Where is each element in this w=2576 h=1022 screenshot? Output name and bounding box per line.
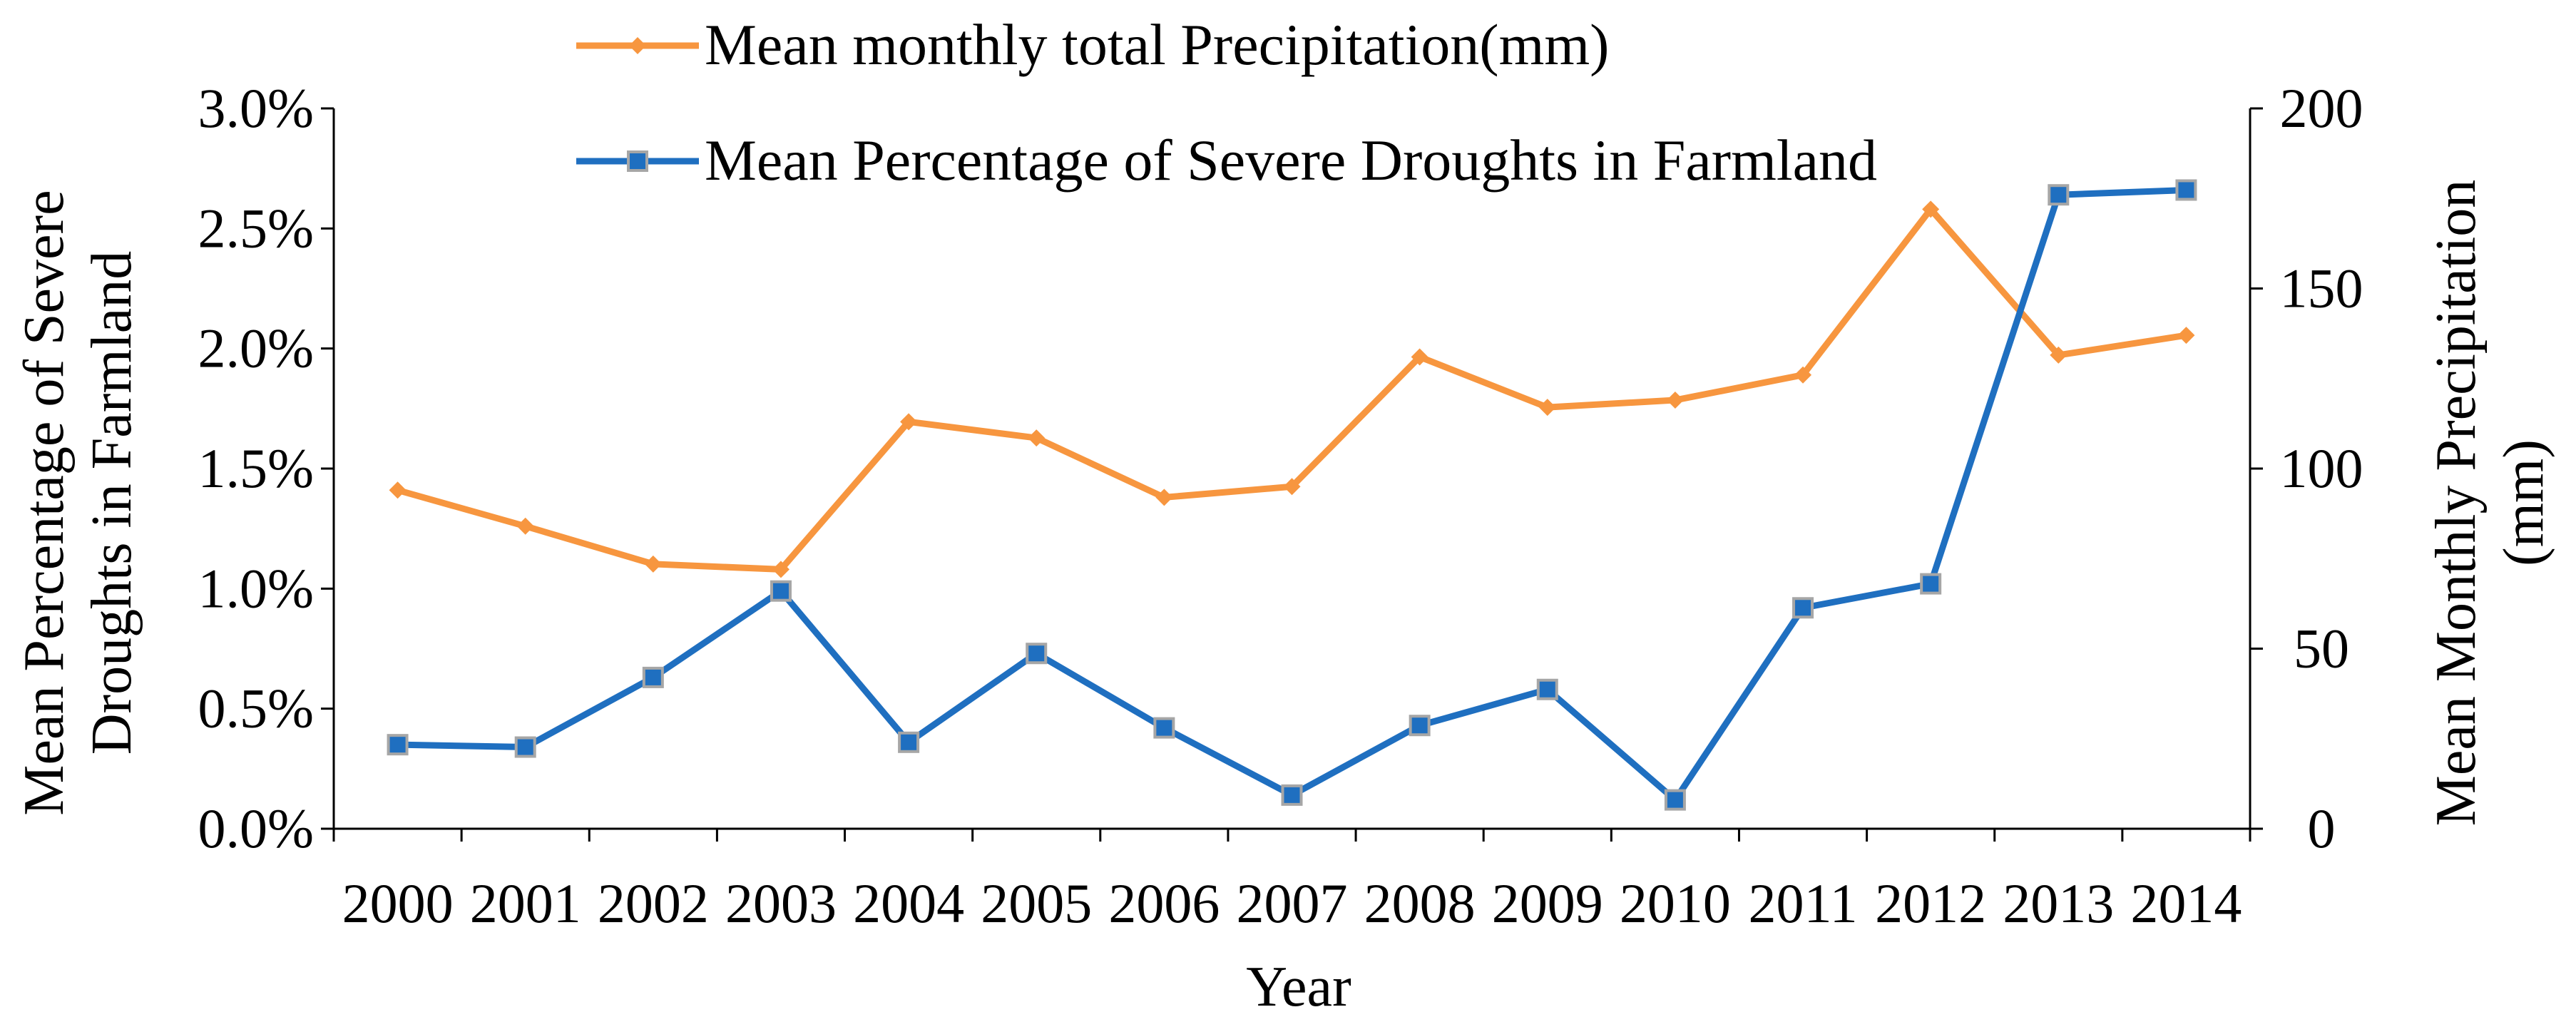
data-point	[1028, 429, 1046, 447]
right-tick-label: 100	[2280, 437, 2363, 499]
x-tick-label: 2008	[1364, 872, 1476, 934]
x-tick-label: 2002	[598, 872, 709, 934]
data-point	[1026, 643, 1048, 665]
data-point	[2175, 179, 2197, 201]
series-layer	[387, 179, 2197, 811]
x-tick-label: 2009	[1492, 872, 1603, 934]
left-axis-title: Mean Percentage of Severe Droughts in Fa…	[13, 190, 143, 815]
legend-entry-droughts: Mean Percentage of Severe Droughts in Fa…	[576, 128, 1877, 193]
left-tick-label: 1.5%	[198, 437, 314, 499]
data-point	[1153, 717, 1175, 739]
x-tick-label: 2006	[1108, 872, 1220, 934]
data-point	[644, 555, 662, 573]
right-axis-title: Mean Monthly Precipitation (mm)	[2425, 180, 2555, 827]
right-tick-label: 150	[2280, 257, 2363, 320]
left-tick-label: 2.0%	[198, 317, 314, 379]
x-axis: 2000 2001 2002 2003 2004 2005 2006 2007 2008 2009…	[332, 829, 2252, 934]
left-tick-label: 0.5%	[198, 678, 314, 740]
data-point	[1666, 392, 1684, 409]
data-point	[1409, 715, 1431, 737]
data-point	[1538, 399, 1556, 417]
right-axis-title-line-2: (mm)	[2493, 439, 2555, 566]
x-tick-label: 2011	[1748, 872, 1857, 934]
data-point	[1792, 597, 1814, 619]
data-point	[1922, 200, 1940, 218]
data-point	[1281, 784, 1303, 806]
x-tick-label: 2003	[725, 872, 837, 934]
left-tick-label: 1.0%	[198, 557, 314, 619]
left-tick-label: 0.0%	[198, 797, 314, 859]
data-point	[1536, 678, 1558, 700]
data-point	[770, 580, 792, 602]
x-tick-label: 2004	[853, 872, 964, 934]
x-tick-label: 2000	[342, 872, 454, 934]
x-tick-label: 2005	[981, 872, 1092, 934]
data-point	[387, 734, 409, 756]
data-point	[642, 666, 664, 688]
x-tick-label: 2012	[1875, 872, 1986, 934]
data-point	[1664, 789, 1686, 811]
x-tick-label: 2013	[2003, 872, 2114, 934]
data-point	[389, 481, 407, 499]
data-point	[900, 413, 918, 431]
right-tick-label: 50	[2294, 618, 2349, 680]
left-tick-label: 2.5%	[198, 197, 314, 259]
data-point	[898, 731, 920, 753]
series-precipitation	[389, 200, 2195, 578]
data-point	[2177, 327, 2195, 344]
data-point	[2050, 346, 2068, 364]
data-point	[1920, 573, 1942, 595]
left-tick-label: 3.0%	[198, 77, 314, 139]
x-tick-label: 2007	[1237, 872, 1348, 934]
legend-label-precipitation: Mean monthly total Precipitation(mm)	[705, 12, 1609, 77]
data-point	[772, 561, 789, 578]
right-tick-label: 200	[2280, 77, 2363, 139]
data-point	[1155, 489, 1173, 506]
right-axis-title-line-1: Mean Monthly Precipitation	[2425, 180, 2488, 827]
legend-marker-precipitation	[629, 37, 646, 54]
x-tick-label: 2001	[470, 872, 581, 934]
data-point	[1411, 348, 1428, 366]
left-axis: 0.0% 0.5% 1.0% 1.5% 2.0% 2.5% 3.0%	[198, 77, 334, 859]
x-tick-label: 2010	[1620, 872, 1731, 934]
right-tick-label: 0	[2308, 797, 2336, 859]
x-tick-label: 2014	[2130, 872, 2242, 934]
legend-entry-precipitation: Mean monthly total Precipitation(mm)	[576, 12, 1609, 77]
legend-marker-droughts	[627, 150, 648, 172]
data-point	[1283, 478, 1301, 496]
legend: Mean monthly total Precipitation(mm) Mea…	[576, 12, 1877, 193]
right-axis: 0 50 100 150 200	[2250, 77, 2363, 859]
left-axis-title-line-1: Mean Percentage of Severe	[13, 190, 76, 815]
data-point	[514, 736, 536, 758]
data-point	[2048, 184, 2070, 206]
x-axis-title: Year	[1246, 956, 1351, 1018]
series-droughts	[387, 179, 2197, 811]
data-point	[516, 517, 534, 535]
legend-label-droughts: Mean Percentage of Severe Droughts in Fa…	[705, 128, 1877, 193]
left-axis-title-line-2: Droughts in Farmland	[81, 251, 143, 755]
data-point	[1794, 366, 1812, 384]
